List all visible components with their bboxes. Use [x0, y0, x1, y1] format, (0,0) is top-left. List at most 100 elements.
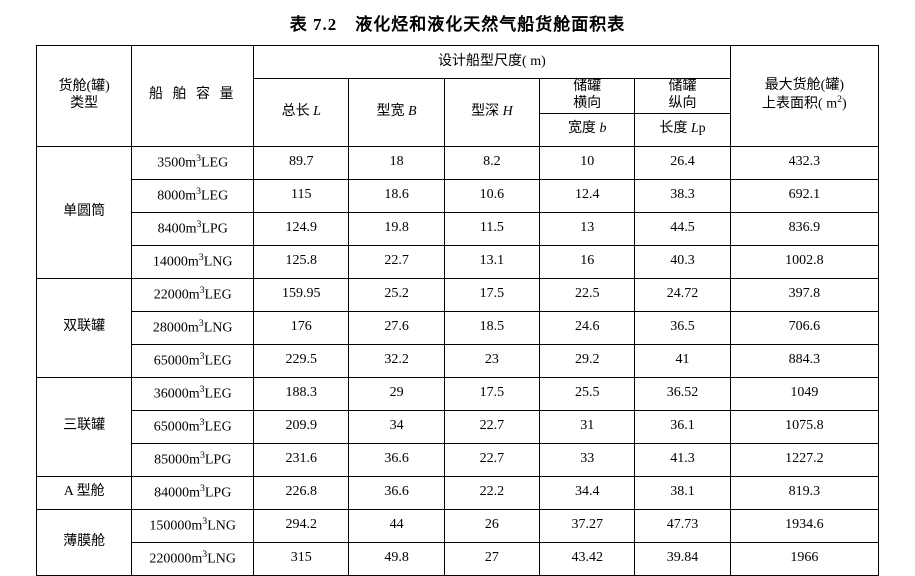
cell-depth: 11.5 — [444, 212, 539, 245]
cell-tl: 47.73 — [635, 509, 730, 542]
cell-area: 1934.6 — [730, 509, 878, 542]
cell-capacity: 8000m3LEG — [132, 179, 254, 212]
col-tank-t: 储罐横向 — [540, 79, 635, 114]
cell-tl: 40.3 — [635, 245, 730, 278]
cell-area: 432.3 — [730, 146, 878, 179]
cell-loa: 159.95 — [254, 278, 349, 311]
cell-tl: 39.84 — [635, 542, 730, 575]
cell-capacity: 85000m3LPG — [132, 443, 254, 476]
cell-loa: 229.5 — [254, 344, 349, 377]
cell-breadth: 22.7 — [349, 245, 444, 278]
cargo-hold-area-table: 货舱(罐)类型 船 舶 容 量 设计船型尺度( m) 最大货舱(罐)上表面积( … — [36, 45, 879, 576]
cell-tl: 36.5 — [635, 311, 730, 344]
cell-loa: 294.2 — [254, 509, 349, 542]
cell-breadth: 36.6 — [349, 476, 444, 509]
cell-tl: 36.1 — [635, 410, 730, 443]
cell-capacity: 28000m3LNG — [132, 311, 254, 344]
cell-type: 三联罐 — [37, 377, 132, 476]
cell-breadth: 34 — [349, 410, 444, 443]
table-row: 三联罐36000m3LEG188.32917.525.536.521049 — [37, 377, 879, 410]
cell-loa: 315 — [254, 542, 349, 575]
cell-breadth: 49.8 — [349, 542, 444, 575]
cell-area: 819.3 — [730, 476, 878, 509]
cell-tl: 24.72 — [635, 278, 730, 311]
cell-tl: 41.3 — [635, 443, 730, 476]
table-row: 薄膜舱150000m3LNG294.2442637.2747.731934.6 — [37, 509, 879, 542]
cell-breadth: 25.2 — [349, 278, 444, 311]
cell-tb: 31 — [540, 410, 635, 443]
cell-depth: 8.2 — [444, 146, 539, 179]
cell-tb: 16 — [540, 245, 635, 278]
cell-loa: 226.8 — [254, 476, 349, 509]
cell-tb: 33 — [540, 443, 635, 476]
cell-capacity: 36000m3LEG — [132, 377, 254, 410]
cell-depth: 26 — [444, 509, 539, 542]
col-tb: 宽度 b — [540, 113, 635, 146]
cell-type: 双联罐 — [37, 278, 132, 377]
cell-depth: 22.7 — [444, 443, 539, 476]
table-row: 单圆筒3500m3LEG89.7188.21026.4432.3 — [37, 146, 879, 179]
table-row: 8400m3LPG124.919.811.51344.5836.9 — [37, 212, 879, 245]
cell-depth: 27 — [444, 542, 539, 575]
table-row: 8000m3LEG11518.610.612.438.3692.1 — [37, 179, 879, 212]
col-type: 货舱(罐)类型 — [37, 46, 132, 147]
cell-tl: 36.52 — [635, 377, 730, 410]
cell-capacity: 65000m3LEG — [132, 344, 254, 377]
table-row: 28000m3LNG17627.618.524.636.5706.6 — [37, 311, 879, 344]
cell-area: 1966 — [730, 542, 878, 575]
cell-area: 397.8 — [730, 278, 878, 311]
cell-depth: 10.6 — [444, 179, 539, 212]
cell-tb: 34.4 — [540, 476, 635, 509]
cell-area: 836.9 — [730, 212, 878, 245]
cell-breadth: 32.2 — [349, 344, 444, 377]
cell-loa: 124.9 — [254, 212, 349, 245]
cell-depth: 22.2 — [444, 476, 539, 509]
cell-capacity: 65000m3LEG — [132, 410, 254, 443]
cell-area: 1049 — [730, 377, 878, 410]
cell-breadth: 27.6 — [349, 311, 444, 344]
col-tank-l: 储罐纵向 — [635, 79, 730, 114]
cell-loa: 209.9 — [254, 410, 349, 443]
cell-capacity: 3500m3LEG — [132, 146, 254, 179]
cell-tb: 37.27 — [540, 509, 635, 542]
cell-tb: 10 — [540, 146, 635, 179]
table-caption: 表 7.2 液化烃和液化天然气船货舱面积表 — [36, 10, 879, 35]
cell-capacity: 8400m3LPG — [132, 212, 254, 245]
cell-capacity: 84000m3LPG — [132, 476, 254, 509]
cell-depth: 17.5 — [444, 377, 539, 410]
col-depth: 型深 H — [444, 79, 539, 147]
cell-area: 692.1 — [730, 179, 878, 212]
table-row: 85000m3LPG231.636.622.73341.31227.2 — [37, 443, 879, 476]
col-capacity: 船 舶 容 量 — [132, 46, 254, 147]
cell-area: 1075.8 — [730, 410, 878, 443]
col-tl: 长度 Lp — [635, 113, 730, 146]
cell-tl: 38.3 — [635, 179, 730, 212]
table-row: 14000m3LNG125.822.713.11640.31002.8 — [37, 245, 879, 278]
cell-breadth: 19.8 — [349, 212, 444, 245]
cell-type: A 型舱 — [37, 476, 132, 509]
cell-breadth: 29 — [349, 377, 444, 410]
cell-tb: 25.5 — [540, 377, 635, 410]
col-design: 设计船型尺度( m) — [254, 46, 731, 79]
table-row: 65000m3LEG229.532.22329.241884.3 — [37, 344, 879, 377]
table-body: 单圆筒3500m3LEG89.7188.21026.4432.38000m3LE… — [37, 146, 879, 575]
col-area: 最大货舱(罐)上表面积( m2) — [730, 46, 878, 147]
cell-tl: 44.5 — [635, 212, 730, 245]
cell-tb: 43.42 — [540, 542, 635, 575]
cell-depth: 22.7 — [444, 410, 539, 443]
cell-loa: 89.7 — [254, 146, 349, 179]
cell-depth: 18.5 — [444, 311, 539, 344]
cell-capacity: 14000m3LNG — [132, 245, 254, 278]
cell-tb: 12.4 — [540, 179, 635, 212]
cell-tb: 22.5 — [540, 278, 635, 311]
cell-breadth: 36.6 — [349, 443, 444, 476]
table-row: A 型舱84000m3LPG226.836.622.234.438.1819.3 — [37, 476, 879, 509]
col-loa: 总长 L — [254, 79, 349, 147]
table-row: 220000m3LNG31549.82743.4239.841966 — [37, 542, 879, 575]
cell-type: 薄膜舱 — [37, 509, 132, 575]
cell-depth: 23 — [444, 344, 539, 377]
cell-tb: 13 — [540, 212, 635, 245]
cell-area: 1227.2 — [730, 443, 878, 476]
cell-loa: 125.8 — [254, 245, 349, 278]
cell-tl: 26.4 — [635, 146, 730, 179]
